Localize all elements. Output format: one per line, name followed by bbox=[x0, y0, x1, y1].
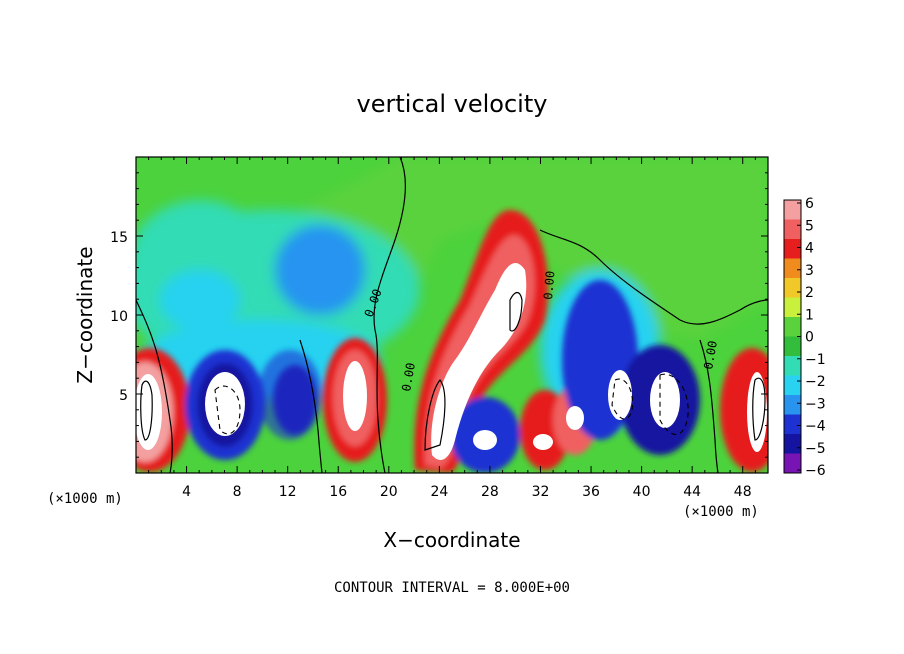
chart-title: vertical velocity bbox=[357, 90, 548, 118]
colorbar-swatch bbox=[784, 219, 801, 240]
x-tick-label: 28 bbox=[481, 484, 499, 500]
x-tick-label: 36 bbox=[582, 484, 600, 500]
x-tick-label: 12 bbox=[279, 484, 297, 500]
colorbar-swatch bbox=[784, 434, 801, 454]
x-tick-label: 20 bbox=[380, 484, 398, 500]
x-tick-label: 8 bbox=[233, 484, 242, 500]
contour-label: 0.00 bbox=[399, 362, 418, 393]
colorbar-swatch bbox=[784, 200, 801, 220]
colorbar-tick-label: −3 bbox=[805, 396, 826, 412]
x-tick-label: 24 bbox=[430, 484, 448, 500]
colorbar-tick-label: 2 bbox=[805, 285, 814, 301]
x-tick-label: 48 bbox=[734, 484, 752, 500]
colorbar-tick-label: 5 bbox=[805, 218, 814, 234]
colorbar-swatch bbox=[784, 395, 801, 415]
x-tick-label: 40 bbox=[633, 484, 651, 500]
colorbar-swatch bbox=[784, 336, 801, 357]
x-tick-label: 16 bbox=[329, 484, 347, 500]
colorbar-swatch bbox=[784, 414, 801, 435]
upper-left-blue-lobe-2 bbox=[160, 270, 240, 330]
colorbar-swatch bbox=[784, 239, 801, 259]
x-axis-ticks: 4 8 12 16 20 24 28 32 36 40 44 48 bbox=[148, 157, 756, 500]
colorbar-tick-label: −2 bbox=[805, 374, 826, 390]
colorbar-swatch bbox=[784, 317, 801, 337]
contour-lines bbox=[136, 157, 768, 473]
colorbar-swatch bbox=[784, 297, 801, 318]
y-axis-ticks: 5 10 15 bbox=[110, 172, 768, 458]
colorbar-tick-label: 4 bbox=[805, 241, 814, 257]
y-axis-label: Z−coordinate bbox=[73, 246, 97, 383]
plot-field: 0.00 0.00 0.00 0.00 bbox=[136, 157, 768, 473]
colorbar-tick-label: 1 bbox=[805, 307, 814, 323]
colorbar-swatch bbox=[784, 258, 801, 279]
colorbar-swatch bbox=[784, 375, 801, 396]
colorbar-tick-label: 3 bbox=[805, 263, 814, 279]
colorbar-tick-label: −6 bbox=[805, 463, 826, 479]
x-unit-label-left: (×1000 m) bbox=[47, 491, 123, 507]
colorbar-tick-label: 6 bbox=[805, 196, 814, 212]
dashed-contours bbox=[214, 373, 689, 435]
colorbar-tick-label: −1 bbox=[805, 352, 826, 368]
x-tick-label: 32 bbox=[532, 484, 550, 500]
upper-left-blue-lobe bbox=[275, 225, 365, 315]
x-tick-label: 44 bbox=[683, 484, 701, 500]
contour-label: 0.00 bbox=[701, 340, 720, 371]
contour-interval-note: CONTOUR INTERVAL = 8.000E+00 bbox=[334, 580, 570, 596]
colorbar-swatch bbox=[784, 356, 801, 376]
colorbar: 6 5 4 3 2 1 0 −1 −2 −3 −4 −5 −6 bbox=[783, 196, 826, 479]
x-unit-label-right: (×1000 m) bbox=[683, 504, 759, 520]
contour-label: 0.00 bbox=[541, 270, 557, 300]
colorbar-tick-label: 0 bbox=[805, 330, 814, 346]
y-tick-label: 5 bbox=[119, 388, 128, 404]
y-tick-label: 10 bbox=[110, 309, 128, 325]
colorbar-tick-label: −4 bbox=[805, 419, 826, 435]
downdraft-2-blue bbox=[258, 350, 322, 440]
positive-cores bbox=[136, 262, 767, 460]
colorbar-swatch bbox=[784, 453, 801, 474]
x-axis-label: X−coordinate bbox=[383, 528, 520, 552]
y-tick-label: 15 bbox=[110, 230, 128, 246]
colorbar-swatch bbox=[784, 278, 801, 298]
colorbar-tick-label: −5 bbox=[805, 441, 826, 457]
x-tick-label: 4 bbox=[182, 484, 191, 500]
